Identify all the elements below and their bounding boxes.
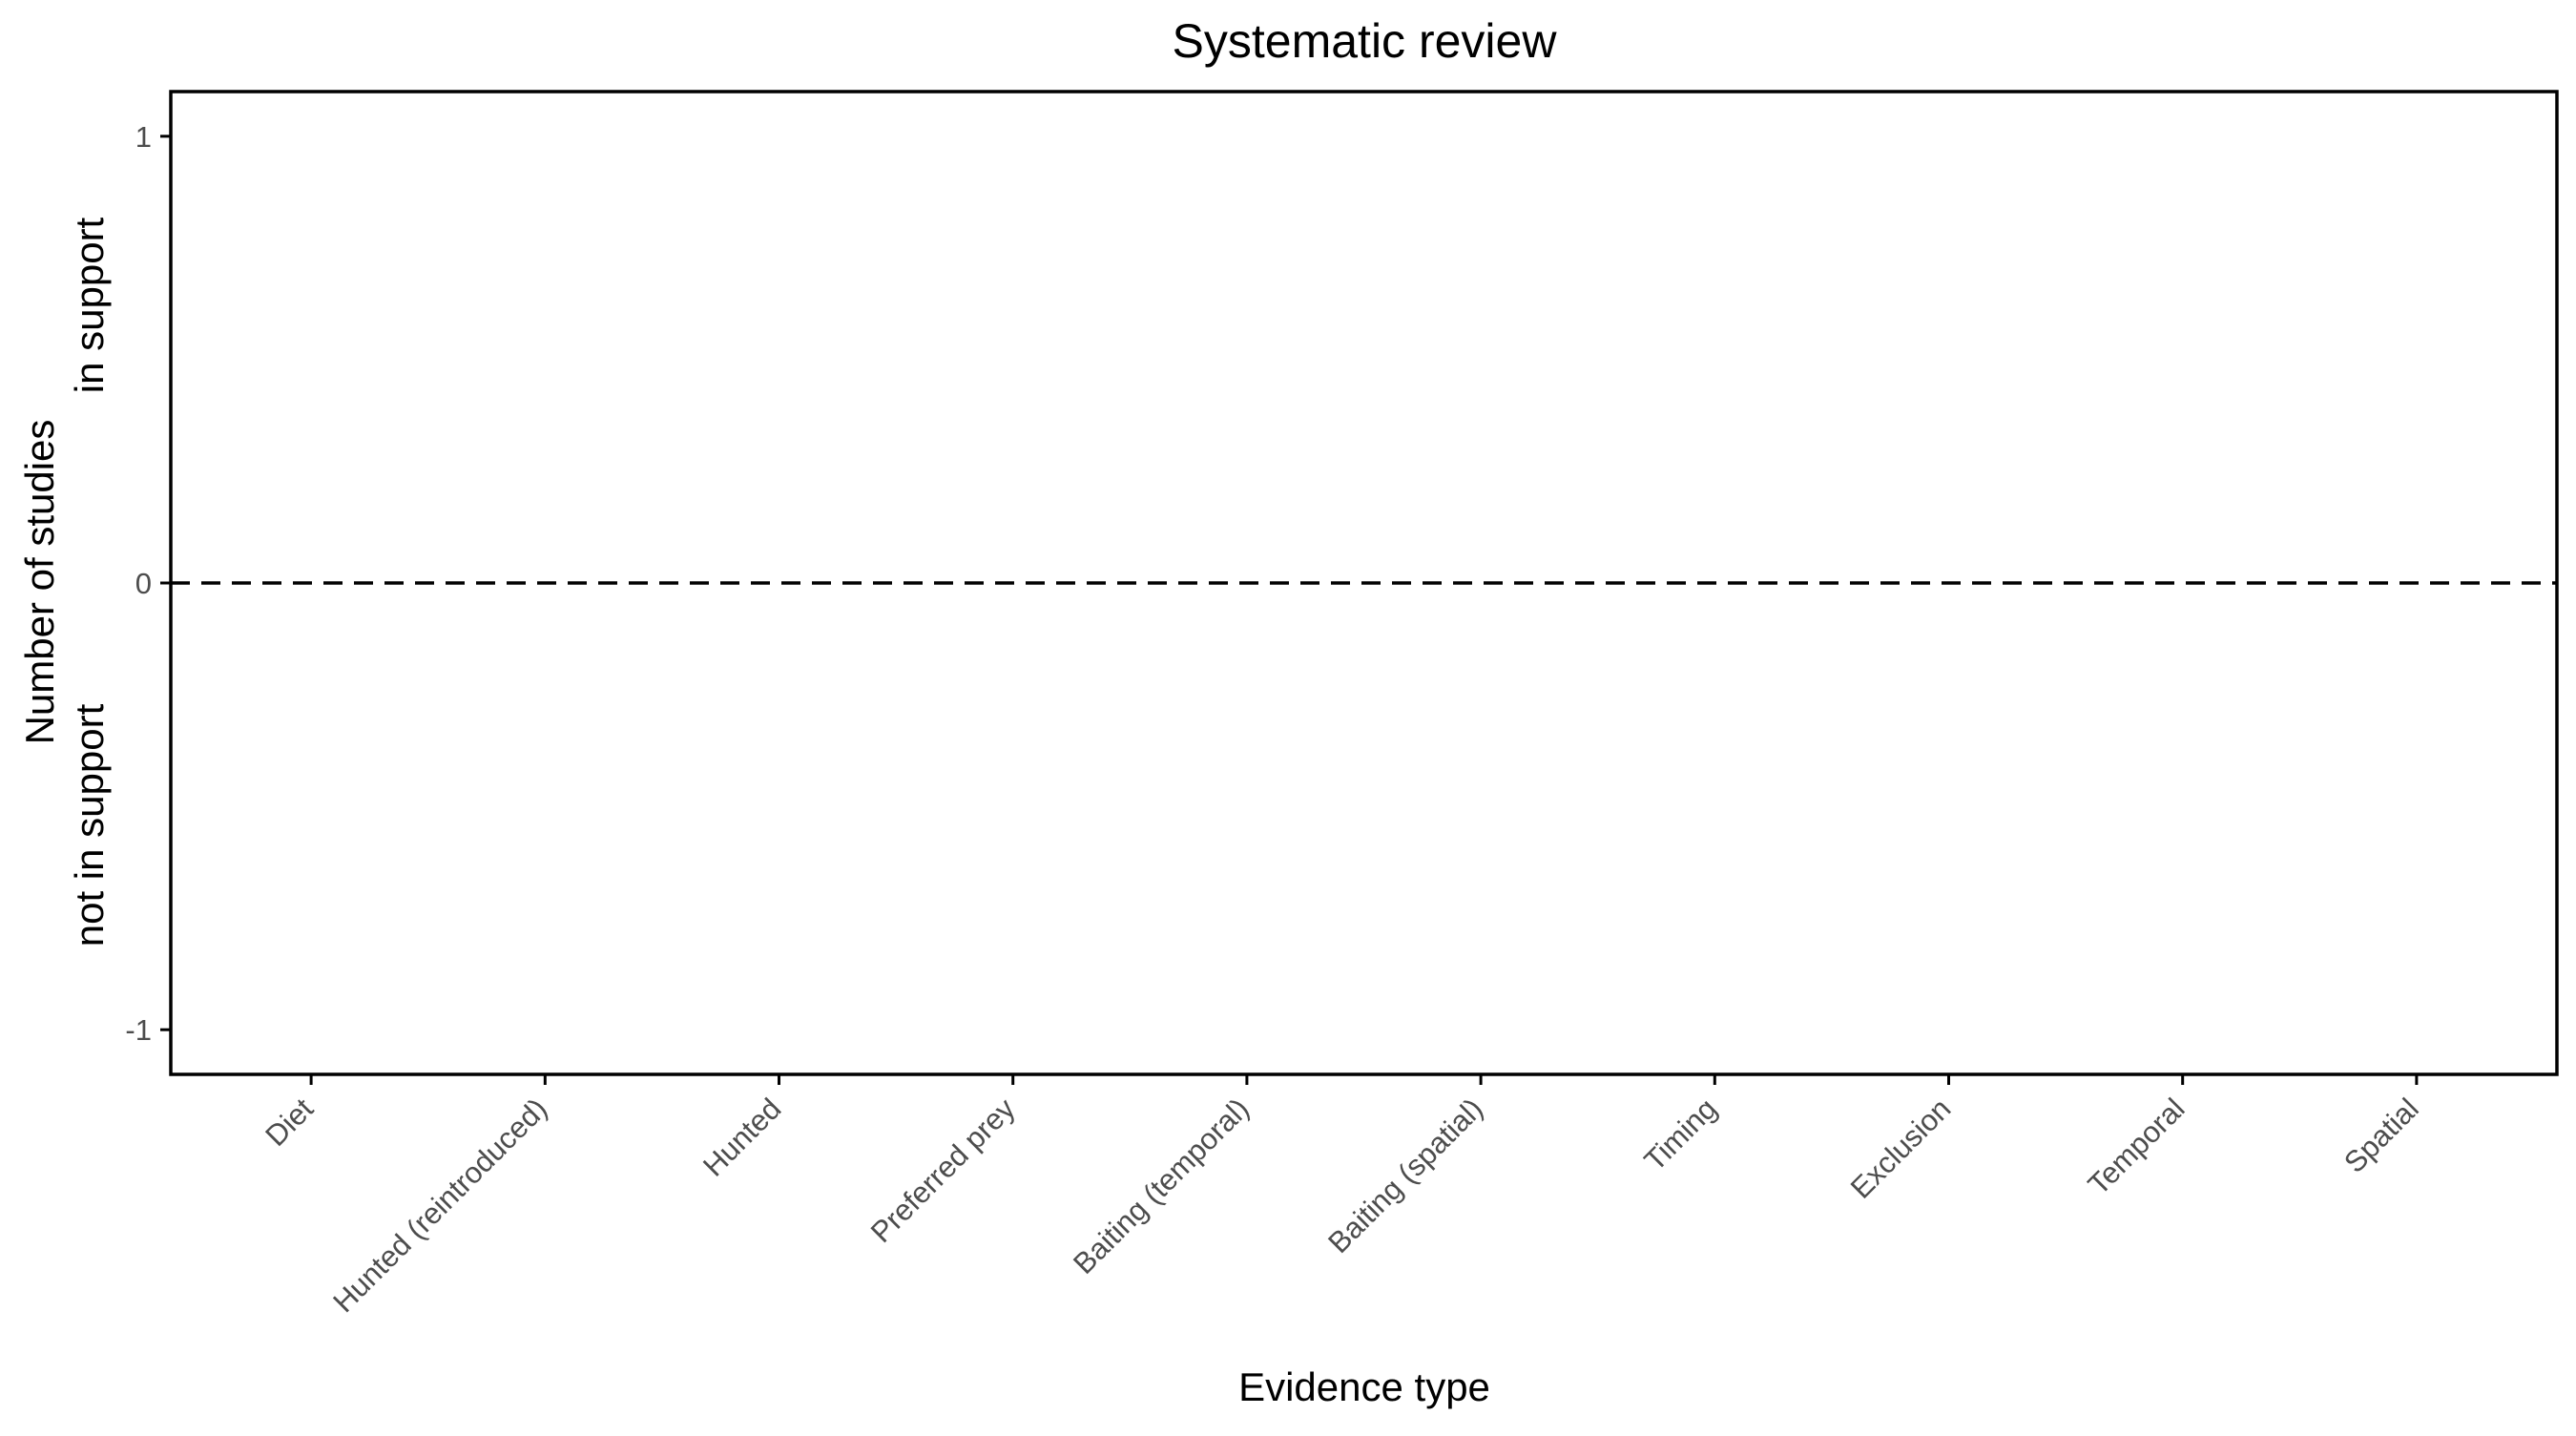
chart-title: Systematic review [1173,14,1558,68]
x-tick-label: Timing [1638,1092,1724,1177]
x-axis: Diet Hunted (reintroduced) Hunted Preferred… [259,1074,2425,1319]
x-tick-label: Exclusion [1844,1092,1958,1205]
x-tick-label: Hunted (reintroduced) [326,1092,553,1319]
y-axis-title-main: Number of studies [17,420,62,745]
x-tick-label: Baiting (spatial) [1321,1092,1489,1259]
y-tick-label: 1 [135,120,152,154]
x-tick-label: Temporal [2082,1092,2192,1201]
y-tick-label: 0 [135,567,152,600]
x-tick-label: Spatial [2337,1092,2425,1179]
y-axis-title-lower: not in support [67,703,112,947]
y-tick-label: -1 [125,1013,152,1047]
x-tick-label: Hunted [696,1092,787,1182]
x-axis-title: Evidence type [1238,1364,1490,1409]
y-axis-title-upper: in support [67,217,112,393]
x-tick-label: Preferred prey [864,1092,1022,1249]
y-axis-title: Number of studies in support not in supp… [17,217,112,947]
x-tick-label: Diet [259,1092,320,1153]
y-axis: 1 0 -1 [125,120,171,1047]
x-tick-label: Baiting (temporal) [1067,1092,1256,1280]
